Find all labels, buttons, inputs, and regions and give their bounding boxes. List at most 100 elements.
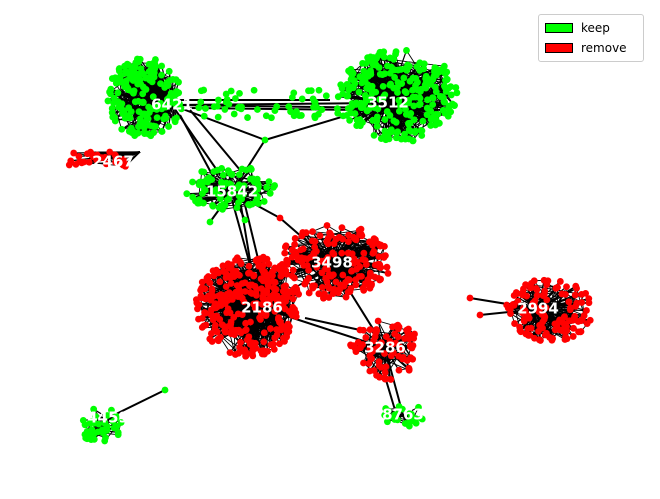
graph-node <box>253 300 261 307</box>
graph-node <box>398 80 406 88</box>
graph-node <box>360 249 368 257</box>
graph-node <box>214 335 222 343</box>
graph-node <box>571 291 579 299</box>
graph-node <box>221 323 229 331</box>
graph-node <box>176 100 183 108</box>
graph-node <box>373 326 380 333</box>
cluster-label-3498: 3498 <box>311 254 353 272</box>
graph-node <box>282 242 290 250</box>
graph-node <box>162 103 170 111</box>
graph-node <box>240 182 248 190</box>
legend: keep remove <box>538 14 644 62</box>
graph-node <box>358 272 365 280</box>
graph-node <box>333 105 341 113</box>
graph-node <box>355 88 363 96</box>
graph-node <box>206 218 214 226</box>
graph-node <box>226 309 234 317</box>
graph-node <box>516 327 524 334</box>
graph-node <box>285 308 293 315</box>
graph-node <box>160 115 168 123</box>
graph-node <box>245 269 252 277</box>
graph-node <box>381 375 389 383</box>
graph-node <box>428 116 436 123</box>
graph-node <box>236 343 244 351</box>
graph-node <box>224 260 232 268</box>
graph-node <box>209 312 217 320</box>
graph-node <box>338 249 346 257</box>
graph-node <box>347 285 355 292</box>
graph-node <box>322 265 330 273</box>
graph-node <box>366 352 374 360</box>
graph-node <box>447 91 455 99</box>
cluster-edge <box>319 229 360 237</box>
graph-node <box>95 420 103 428</box>
graph-node <box>298 232 306 240</box>
graph-node <box>386 81 394 89</box>
graph-node <box>374 344 382 352</box>
graph-node <box>452 84 460 91</box>
graph-node <box>369 117 377 124</box>
graph-node <box>260 350 268 358</box>
graph-node <box>139 98 147 106</box>
graph-node <box>438 93 446 101</box>
graph-node <box>412 415 420 423</box>
graph-node <box>330 250 338 258</box>
graph-node <box>171 118 179 126</box>
graph-node <box>227 87 235 95</box>
graph-node <box>254 106 261 113</box>
graph-node <box>424 96 431 104</box>
graph-node <box>416 94 424 102</box>
graph-node <box>235 104 242 112</box>
graph-node <box>102 434 109 442</box>
graph-node <box>395 366 403 374</box>
graph-node <box>418 132 426 139</box>
graph-node <box>226 274 234 282</box>
graph-node <box>374 317 382 325</box>
graph-node <box>208 285 216 293</box>
graph-node <box>239 191 247 198</box>
graph-node <box>315 290 323 298</box>
graph-node <box>542 304 550 312</box>
graph-node <box>119 110 127 117</box>
graph-node <box>269 267 277 275</box>
graph-node <box>376 261 384 269</box>
cluster-label-4459: 4459 <box>87 409 129 427</box>
graph-node <box>535 336 543 344</box>
graph-node <box>514 297 522 305</box>
cluster-edge <box>360 347 385 379</box>
graph-node <box>228 171 236 178</box>
graph-node <box>80 158 88 166</box>
legend-swatch-remove <box>545 43 573 53</box>
inter-cluster-edge <box>179 114 216 181</box>
graph-node <box>149 60 157 67</box>
graph-node <box>383 263 391 271</box>
graph-node <box>67 157 75 165</box>
graph-node <box>85 158 93 166</box>
graph-node <box>520 316 528 323</box>
graph-node <box>288 93 296 101</box>
graph-node <box>248 281 256 289</box>
graph-node <box>134 80 142 88</box>
graph-node <box>119 156 127 163</box>
graph-node <box>521 307 529 315</box>
graph-node <box>405 120 413 128</box>
graph-node <box>345 238 352 245</box>
graph-node <box>395 96 403 104</box>
graph-node <box>230 186 238 193</box>
graph-node <box>225 100 233 108</box>
graph-node <box>106 88 113 96</box>
graph-node <box>118 125 126 133</box>
legend-label-remove: remove <box>581 41 627 55</box>
graph-node <box>330 288 338 296</box>
graph-node <box>503 301 511 309</box>
graph-node <box>350 233 357 241</box>
graph-node <box>574 318 582 325</box>
graph-node <box>298 112 305 119</box>
graph-node <box>344 249 352 257</box>
graph-node <box>135 123 142 131</box>
graph-node <box>111 113 119 121</box>
graph-node <box>207 330 215 337</box>
graph-node <box>204 178 211 186</box>
graph-node <box>282 282 290 290</box>
graph-node <box>217 195 224 202</box>
